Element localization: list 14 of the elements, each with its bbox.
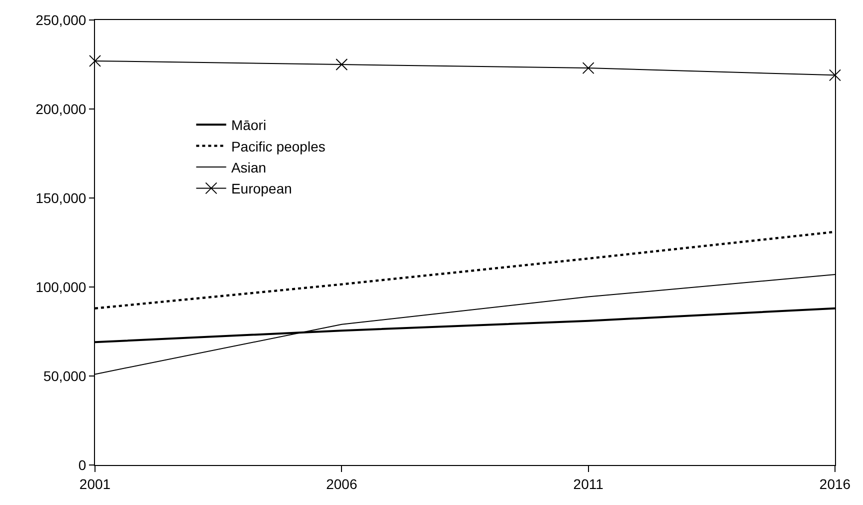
- legend-label: European: [231, 180, 292, 197]
- legend-label: Māori: [231, 117, 266, 134]
- x-tick-label: 2001: [79, 476, 111, 492]
- x-tick-label: 2011: [573, 476, 604, 492]
- legend-label: Asian: [231, 159, 266, 176]
- y-tick-label: 200,000: [36, 100, 86, 117]
- y-tick-label: 50,000: [43, 368, 86, 384]
- y-tick-label: 250,000: [36, 12, 86, 28]
- legend-label: Pacific peoples: [231, 138, 326, 154]
- x-tick-label: 2006: [326, 476, 358, 492]
- x-tick-label: 2016: [819, 476, 851, 492]
- y-tick-label: 150,000: [36, 190, 86, 206]
- y-tick-label: 100,000: [36, 278, 86, 295]
- y-tick-label: 0: [78, 456, 86, 473]
